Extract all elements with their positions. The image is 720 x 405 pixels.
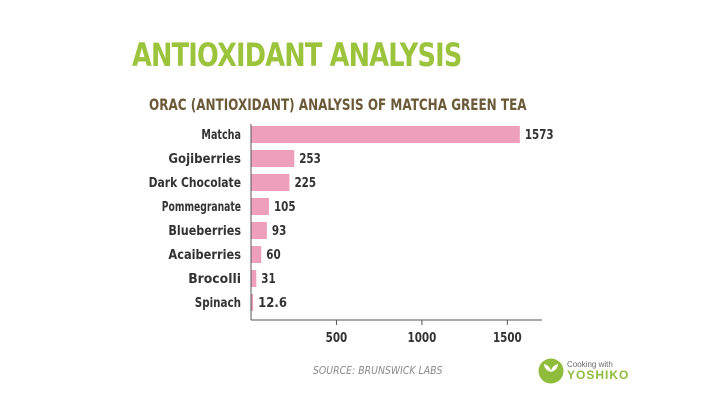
bar xyxy=(251,246,262,263)
category-label: Gojiberries xyxy=(168,152,241,167)
bar xyxy=(251,294,254,311)
page-title: ANTIOXIDANT ANALYSIS xyxy=(132,36,462,74)
value-label: 253 xyxy=(299,152,321,167)
category-label: Dark Chocolate xyxy=(149,176,242,191)
x-tick-label: 1500 xyxy=(493,331,522,346)
value-label: 1573 xyxy=(525,128,554,143)
category-label: Brocolli xyxy=(188,272,241,287)
bar xyxy=(251,174,290,191)
brand-logo: Cooking with YOSHIKO xyxy=(538,358,629,384)
category-label: Spinach xyxy=(195,296,241,311)
bar xyxy=(251,126,520,143)
chart-subtitle: ORAC (ANTIOXIDANT) ANALYSIS OF MATCHA GR… xyxy=(149,95,527,114)
x-tick-label: 1000 xyxy=(408,331,437,346)
bar xyxy=(251,222,267,239)
value-label: 12.6 xyxy=(258,296,287,311)
bar xyxy=(251,270,257,287)
brand-line1: Cooking with xyxy=(567,360,613,369)
x-tick-label: 500 xyxy=(326,331,348,346)
source-note: SOURCE: BRUNSWICK LABS xyxy=(313,364,443,377)
value-label: 105 xyxy=(274,200,296,215)
brand-line2: YOSHIKO xyxy=(567,368,630,382)
bar xyxy=(251,150,295,167)
category-label: Blueberries xyxy=(168,224,241,239)
category-label: Acaiberries xyxy=(168,248,241,263)
category-label: Matcha xyxy=(201,128,241,143)
value-label: 225 xyxy=(294,176,316,191)
category-label: Pommegranate xyxy=(162,200,241,215)
bar xyxy=(251,198,269,215)
leaf-y-logo-icon xyxy=(538,358,564,384)
value-label: 93 xyxy=(272,224,286,239)
value-label: 31 xyxy=(261,272,275,287)
value-label: 60 xyxy=(266,248,280,263)
